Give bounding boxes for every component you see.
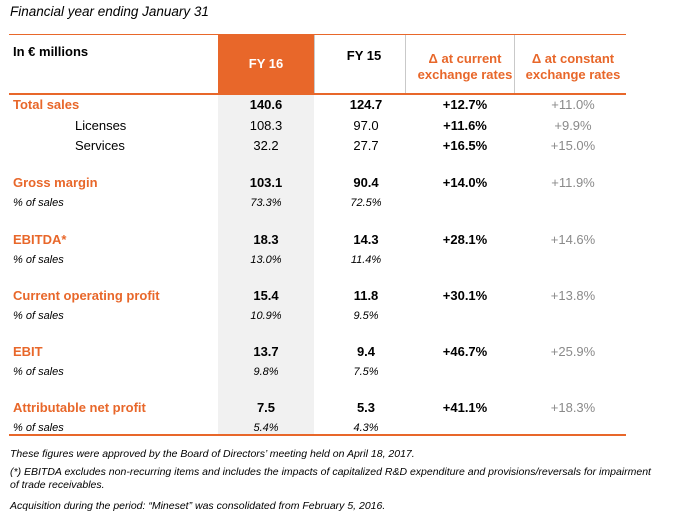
header-fy15: FY 15 bbox=[346, 48, 382, 63]
table-row: % of sales 13.0% 11.4% bbox=[9, 252, 626, 269]
cell-fy16: 15.4 bbox=[253, 288, 279, 303]
cell-fy16: 7.5 bbox=[256, 400, 276, 415]
cell-fy15: 14.3 bbox=[353, 232, 379, 247]
header-rule bbox=[9, 93, 626, 95]
cell-fy15: 5.3 bbox=[356, 400, 376, 415]
cell-fy16: 10.9% bbox=[250, 310, 282, 322]
table-row: Licenses 108.3 97.0 +11.6% +9.9% bbox=[9, 117, 626, 134]
table-row: % of sales 5.4% 4.3% bbox=[9, 420, 626, 437]
cell-fy16: 13.7 bbox=[253, 344, 279, 359]
table-row: Total sales 140.6 124.7 +12.7% +11.0% bbox=[9, 96, 626, 113]
table-top-rule bbox=[9, 34, 626, 35]
cell-fy16: 32.2 bbox=[253, 138, 279, 153]
cell-constant-rates: +11.0% bbox=[551, 97, 595, 112]
cell-fy15: 124.7 bbox=[349, 97, 383, 112]
row-label: % of sales bbox=[13, 254, 64, 266]
row-label: % of sales bbox=[13, 366, 64, 378]
cell-current-rates: +16.5% bbox=[442, 138, 488, 153]
cell-constant-rates: +18.3% bbox=[550, 400, 596, 415]
row-label: % of sales bbox=[13, 422, 64, 434]
header-current-rates: Δ at current exchange rates bbox=[409, 51, 521, 83]
cell-fy15: 9.5% bbox=[353, 310, 379, 322]
table-caption: Financial year ending January 31 bbox=[10, 4, 209, 19]
row-label: Current operating profit bbox=[13, 288, 160, 303]
cell-fy16: 140.6 bbox=[249, 97, 283, 112]
row-label: Total sales bbox=[13, 97, 80, 112]
cell-fy15: 7.5% bbox=[353, 366, 379, 378]
cell-current-rates: +14.0% bbox=[442, 175, 488, 190]
cell-fy15: 72.5% bbox=[350, 197, 382, 209]
fy16-column-shading bbox=[218, 34, 314, 436]
cell-constant-rates: +11.9% bbox=[551, 175, 595, 190]
cell-current-rates: +12.7% bbox=[442, 97, 488, 112]
financial-table: FY 16 In € millions FY 15 Δ at current e… bbox=[9, 34, 626, 436]
header-current-line2: exchange rates bbox=[417, 67, 513, 82]
cell-current-rates: +30.1% bbox=[442, 288, 488, 303]
row-label: Licenses bbox=[75, 118, 127, 133]
table-row: Attributable net profit 7.5 5.3 +41.1% +18.3… bbox=[9, 399, 626, 416]
cell-fy15: 97.0 bbox=[353, 118, 379, 133]
table-row: % of sales 73.3% 72.5% bbox=[9, 195, 626, 212]
cell-current-rates: +11.6% bbox=[443, 118, 487, 133]
row-label: EBIT bbox=[13, 344, 43, 359]
row-label: EBITDA* bbox=[13, 232, 67, 247]
cell-fy15: 11.8 bbox=[353, 288, 379, 303]
row-label: % of sales bbox=[13, 310, 64, 322]
cell-fy16: 18.3 bbox=[253, 232, 279, 247]
cell-current-rates: +28.1% bbox=[442, 232, 488, 247]
table-row: Current operating profit 15.4 11.8 +30.1% +1… bbox=[9, 287, 626, 304]
cell-fy16: 9.8% bbox=[253, 366, 279, 378]
cell-fy15: 90.4 bbox=[353, 175, 379, 190]
header-constant-line1: Δ at constant bbox=[531, 51, 615, 66]
row-label: % of sales bbox=[13, 197, 64, 209]
table-row: EBIT 13.7 9.4 +46.7% +25.9% bbox=[9, 343, 626, 360]
note-ebitda: (*) EBITDA excludes non-recurring items … bbox=[10, 466, 651, 491]
cell-fy16: 103.1 bbox=[249, 175, 283, 190]
column-divider bbox=[314, 34, 315, 93]
cell-constant-rates: +14.6% bbox=[550, 232, 596, 247]
column-divider bbox=[514, 34, 515, 93]
header-units: In € millions bbox=[13, 44, 89, 59]
header-constant-rates: Δ at constant exchange rates bbox=[517, 51, 629, 83]
cell-constant-rates: +25.9% bbox=[550, 344, 596, 359]
cell-current-rates: +46.7% bbox=[442, 344, 488, 359]
cell-constant-rates: +13.8% bbox=[550, 288, 596, 303]
table-row: % of sales 9.8% 7.5% bbox=[9, 364, 626, 381]
header-current-line1: Δ at current bbox=[428, 51, 502, 66]
cell-fy15: 11.4% bbox=[350, 254, 382, 266]
row-label: Gross margin bbox=[13, 175, 98, 190]
cell-constant-rates: +9.9% bbox=[554, 118, 592, 133]
note-acquisition: Acquisition during the period: “Mineset”… bbox=[10, 500, 386, 512]
table-row: EBITDA* 18.3 14.3 +28.1% +14.6% bbox=[9, 231, 626, 248]
table-row: % of sales 10.9% 9.5% bbox=[9, 308, 626, 325]
cell-current-rates: +41.1% bbox=[442, 400, 488, 415]
row-label: Services bbox=[75, 138, 125, 153]
row-label: Attributable net profit bbox=[13, 400, 146, 415]
cell-fy15: 4.3% bbox=[353, 422, 379, 434]
note-approval: These figures were approved by the Board… bbox=[10, 448, 415, 460]
cell-fy16: 13.0% bbox=[250, 254, 282, 266]
cell-fy15: 27.7 bbox=[353, 138, 379, 153]
column-divider bbox=[405, 34, 406, 93]
cell-fy16: 5.4% bbox=[253, 422, 279, 434]
cell-constant-rates: +15.0% bbox=[550, 138, 596, 153]
cell-fy15: 9.4 bbox=[356, 344, 376, 359]
cell-fy16: 108.3 bbox=[249, 118, 283, 133]
header-constant-line2: exchange rates bbox=[525, 67, 621, 82]
table-bottom-rule bbox=[9, 434, 626, 436]
table-row: Gross margin 103.1 90.4 +14.0% +11.9% bbox=[9, 174, 626, 191]
cell-fy16: 73.3% bbox=[250, 197, 282, 209]
header-fy16: FY 16 bbox=[218, 34, 314, 93]
table-row: Services 32.2 27.7 +16.5% +15.0% bbox=[9, 137, 626, 154]
